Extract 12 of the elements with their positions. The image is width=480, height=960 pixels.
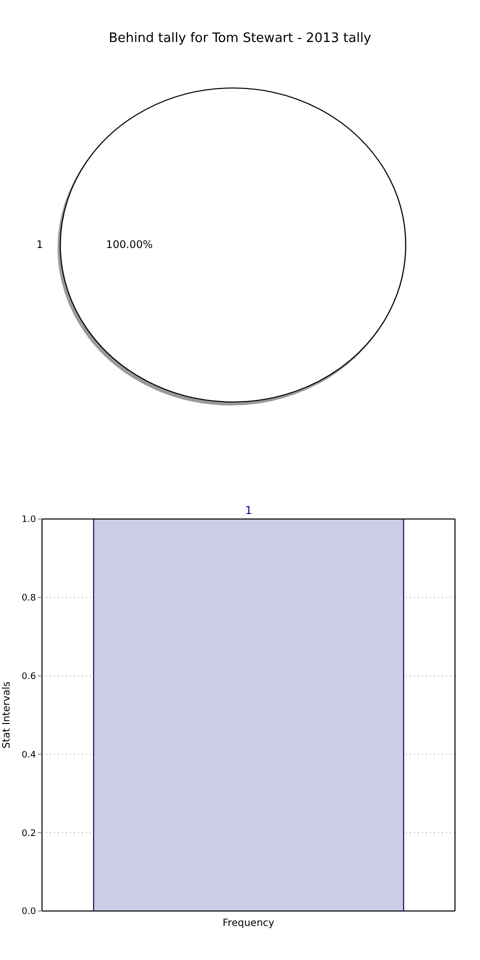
y-tick-label: 0.8: [22, 594, 36, 604]
slice-label: 1: [36, 239, 44, 251]
y-tick-label: 0.0: [22, 907, 36, 918]
data-label: 1: [245, 504, 252, 517]
y-tick-label: 0.2: [22, 828, 36, 839]
data-label: 100.00%: [106, 239, 153, 251]
chart-title: Behind tally for Tom Stewart - 2013 tally: [108, 31, 372, 46]
y-tick-label: 0.6: [22, 672, 36, 682]
x-tick-label: Frequency: [222, 918, 274, 930]
y-tick-label: 1.0: [22, 515, 36, 526]
y-axis-title: Stat Intervals: [2, 681, 13, 749]
y-tick-label: 0.4: [22, 750, 36, 760]
